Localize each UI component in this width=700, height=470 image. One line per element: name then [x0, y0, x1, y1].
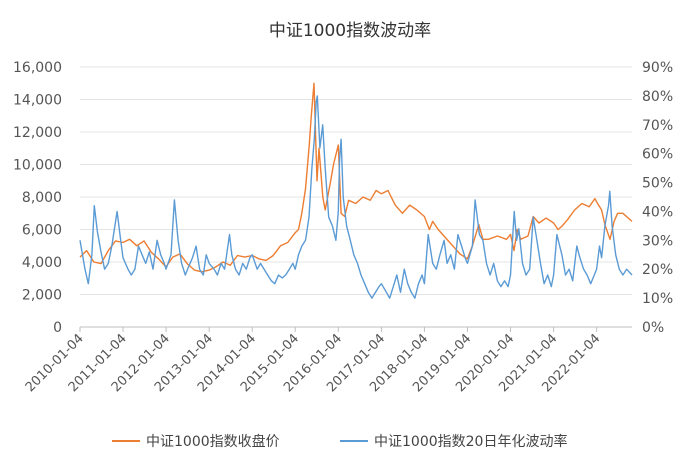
series-line-volatility	[79, 95, 633, 299]
right-y-tick-label: 40%	[642, 204, 673, 220]
left-y-tick-label: 8,000	[22, 190, 62, 206]
series-line-close-price	[79, 82, 633, 273]
chart-title: 中证1000指数波动率	[269, 21, 431, 41]
right-y-tick-label: 0%	[642, 320, 664, 336]
right-y-tick-label: 20%	[642, 262, 673, 278]
left-y-tick-label: 0	[53, 320, 62, 336]
right-y-tick-label: 60%	[642, 147, 673, 163]
legend-label: 中证1000指数20日年化波动率	[374, 433, 567, 450]
left-y-tick-label: 10,000	[13, 158, 62, 174]
gridlines	[80, 66, 632, 328]
right-y-axis: 0% 10% 20% 30% 40% 50% 60% 70% 80% 90%	[642, 60, 673, 336]
right-y-tick-label: 30%	[642, 233, 673, 249]
left-y-tick-label: 12,000	[13, 125, 62, 141]
left-y-tick-label: 14,000	[13, 93, 62, 109]
x-axis: 2010-01-042011-01-042012-01-042013-01-04…	[23, 327, 603, 395]
series-layer	[79, 82, 633, 299]
right-y-tick-label: 10%	[642, 291, 673, 307]
left-y-axis: 0 2,000 4,000 6,000 8,000 10,000 12,000 14,000 1…	[13, 60, 62, 336]
right-y-tick-label: 90%	[642, 60, 673, 76]
left-y-tick-label: 4,000	[22, 255, 62, 271]
right-y-tick-label: 70%	[642, 118, 673, 134]
left-y-tick-label: 2,000	[22, 288, 62, 304]
right-y-tick-label: 50%	[642, 176, 673, 192]
left-y-tick-label: 6,000	[22, 223, 62, 239]
right-y-tick-label: 80%	[642, 89, 673, 105]
left-y-tick-label: 16,000	[13, 60, 62, 76]
legend-label: 中证1000指数收盘价	[146, 433, 280, 450]
legend: 中证1000指数收盘价 中证1000指数20日年化波动率	[112, 433, 567, 450]
